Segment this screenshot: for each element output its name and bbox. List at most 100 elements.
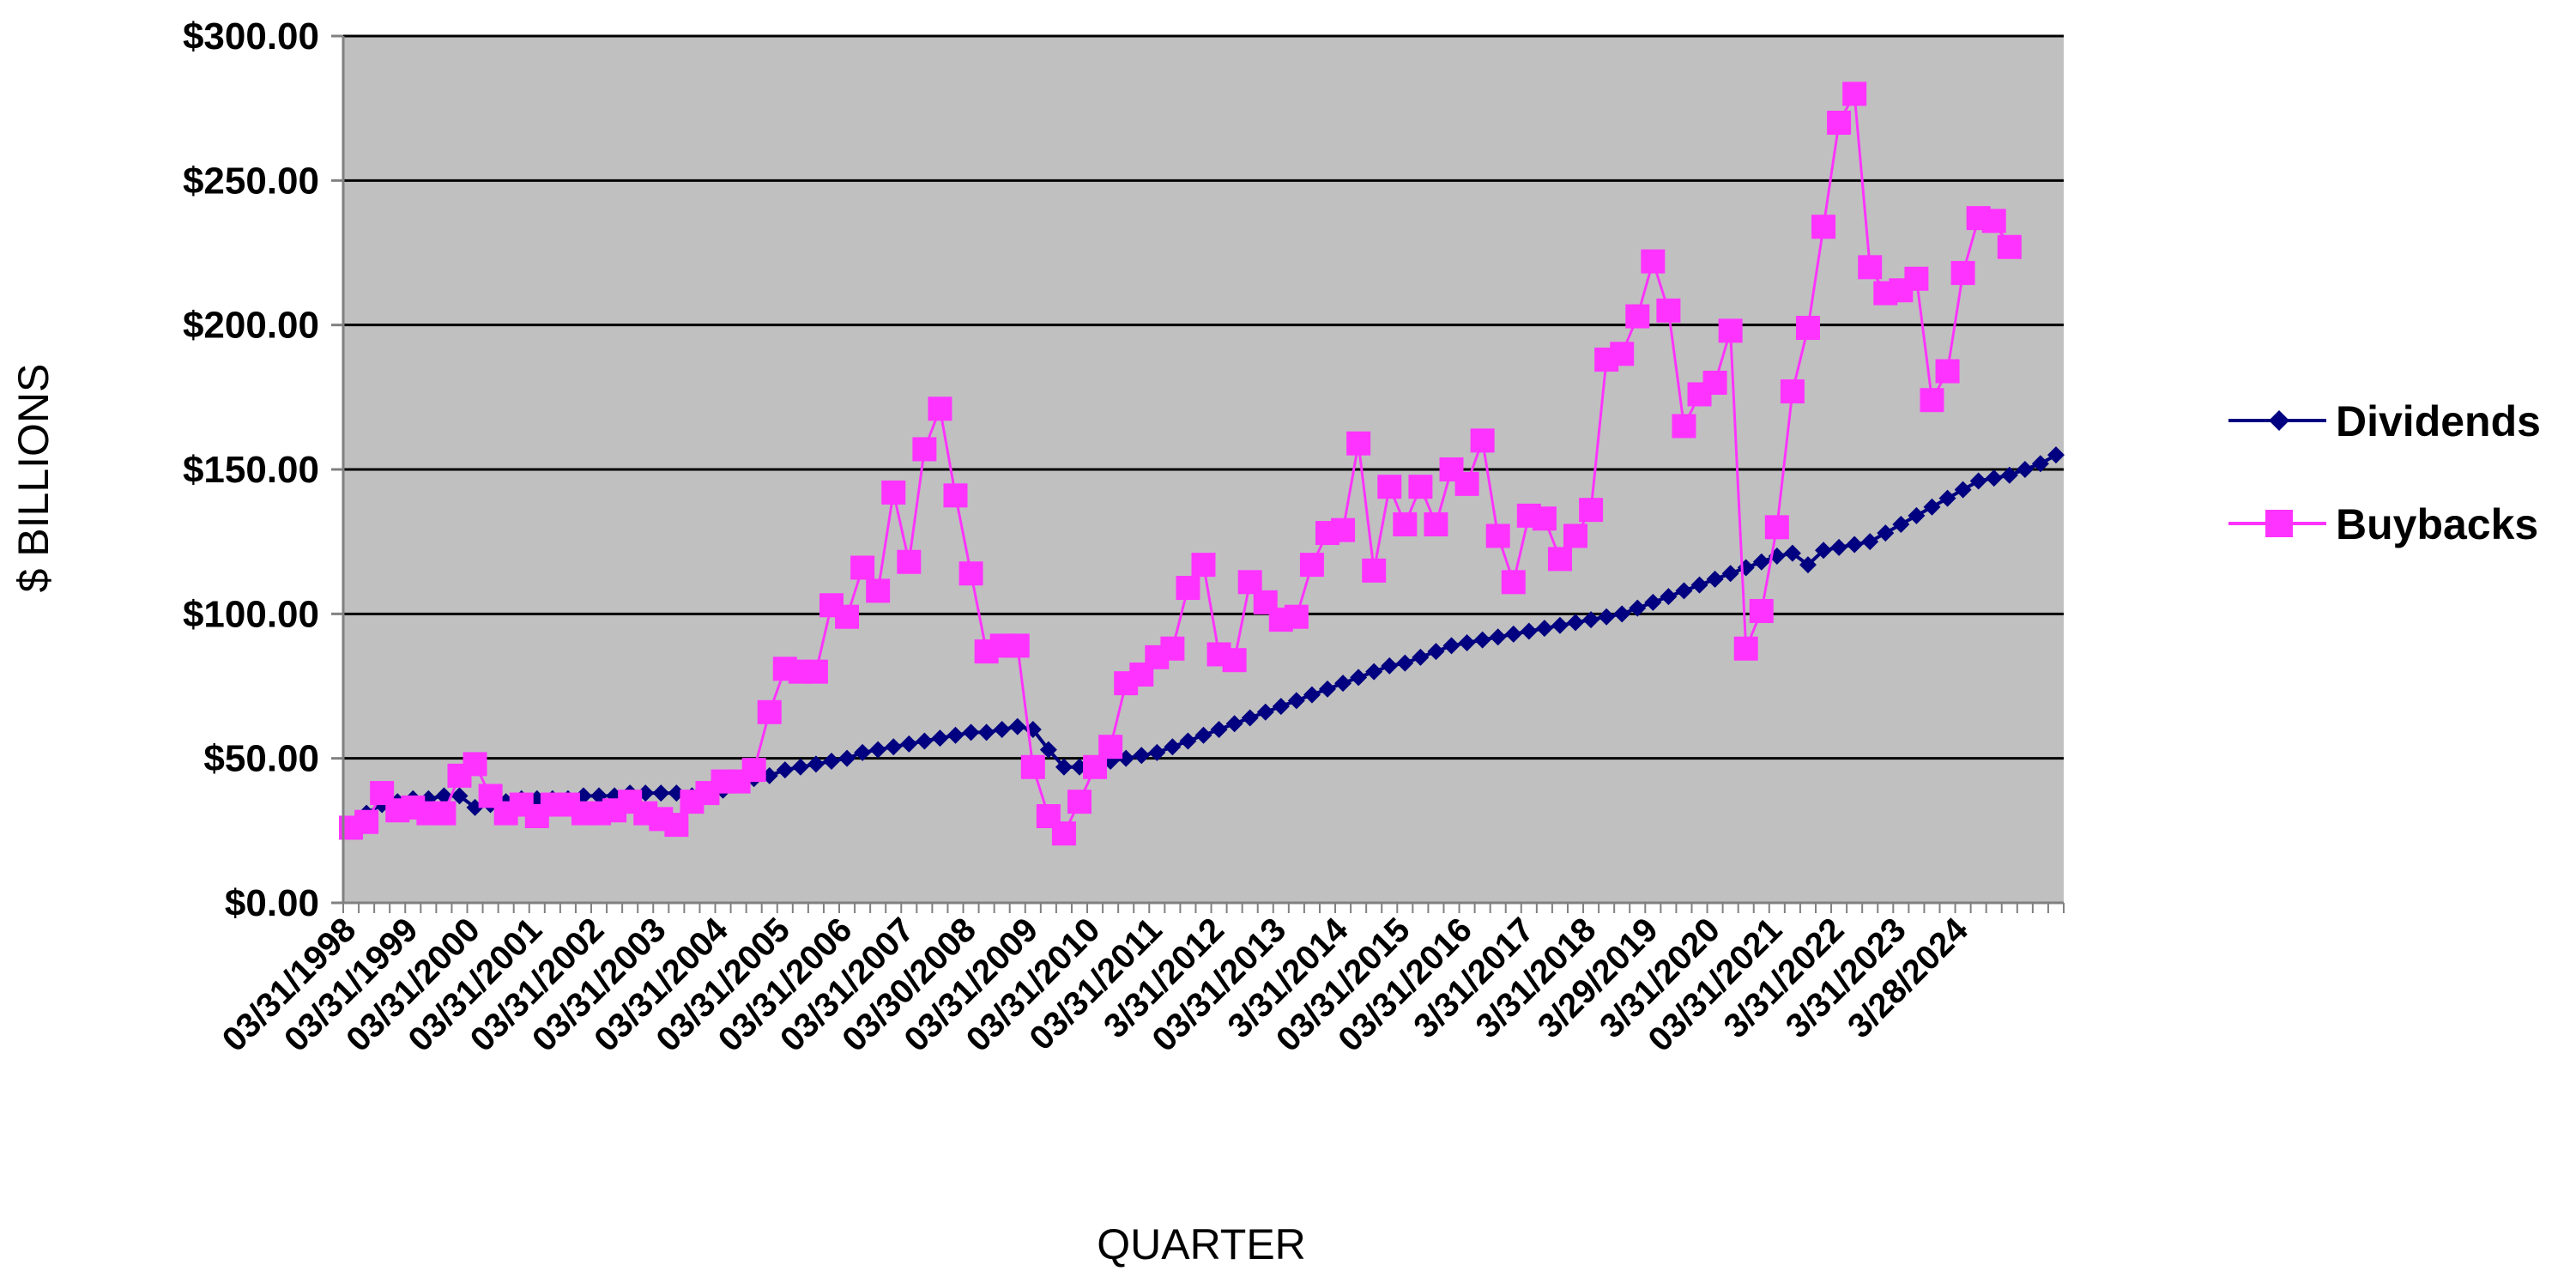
y-tick-label: $300.00 — [183, 15, 319, 57]
legend-dividends-marker — [2269, 410, 2289, 431]
dividends-point — [807, 755, 825, 773]
buybacks-point — [1656, 298, 1681, 323]
buybacks-point — [928, 396, 952, 421]
dividends-point — [931, 729, 949, 747]
buybacks-point — [1284, 604, 1309, 629]
buybacks-point — [1625, 304, 1650, 329]
buybacks-point — [1904, 266, 1929, 291]
dividends-point — [916, 732, 934, 750]
dividends-point — [1520, 622, 1538, 640]
buybacks-point — [354, 809, 379, 834]
dividends-point — [1690, 576, 1708, 594]
dividends-point — [1039, 741, 1057, 759]
dividends-point — [1613, 605, 1631, 623]
dividends-point — [450, 787, 469, 805]
buybacks-point — [463, 752, 487, 777]
buybacks-point — [1299, 553, 1324, 578]
buybacks-point — [1981, 209, 2006, 233]
dividends-point — [1256, 703, 1274, 721]
dividends-point — [1319, 680, 1337, 698]
dividends-point — [652, 784, 670, 802]
dividends-point — [1877, 524, 1895, 542]
dividends-point — [1194, 726, 1212, 744]
buybacks-point — [943, 483, 968, 508]
buybacks-point — [664, 813, 689, 838]
dividends-point — [1458, 634, 1476, 651]
buybacks-point — [1191, 553, 1216, 578]
dividends-point — [1241, 709, 1259, 727]
buybacks-point — [850, 555, 875, 580]
buybacks-point — [803, 659, 828, 684]
dividends-point — [1427, 643, 1445, 661]
dividends-point — [854, 743, 872, 761]
legend-dividends-label: Dividends — [2336, 397, 2541, 445]
x-axis-ticks: 03/31/199803/31/199903/31/200003/31/2001… — [215, 903, 2065, 1059]
legend-buybacks-marker — [2265, 510, 2293, 537]
dividends-point — [1861, 533, 1879, 551]
buybacks-point — [1920, 388, 1944, 413]
buybacks-point — [866, 578, 891, 603]
dividends-point — [2000, 466, 2018, 484]
buybacks-point — [1470, 428, 1495, 453]
dividends-point — [1535, 620, 1553, 638]
buybacks-point — [1547, 547, 1572, 572]
buybacks-point — [1795, 316, 1820, 341]
buybacks-point — [958, 561, 983, 586]
buybacks-point — [432, 801, 457, 826]
buybacks-point — [1160, 636, 1185, 661]
buybacks-point — [1764, 515, 1789, 540]
buybacks-point — [1005, 633, 1030, 658]
buybacks-point — [897, 549, 922, 574]
y-tick-label: $0.00 — [225, 882, 319, 924]
dividends-point — [1923, 498, 1941, 516]
dividends-point — [1164, 738, 1182, 756]
dividends-point — [2031, 455, 2049, 473]
buybacks-point — [1176, 576, 1200, 601]
dividends-point — [1954, 481, 1972, 499]
buybacks-point — [741, 758, 766, 783]
buybacks-point — [1454, 471, 1479, 496]
buybacks-point — [1051, 821, 1076, 846]
buybacks-point — [1610, 342, 1635, 366]
dividends-point — [946, 726, 964, 744]
buybacks-point — [1950, 261, 1975, 286]
dividends-point — [1148, 743, 1166, 761]
buybacks-point — [1485, 524, 1510, 548]
dividends-point — [1846, 536, 1864, 554]
dividends-point — [993, 721, 1011, 738]
buybacks-point — [1346, 431, 1371, 456]
dividends-point — [1334, 675, 1352, 693]
buybacks-point — [1997, 234, 2022, 259]
buybacks-point — [1811, 215, 1836, 239]
dividends-point — [1225, 715, 1243, 733]
dividends-point — [1908, 506, 1926, 524]
dividends-point — [977, 723, 995, 741]
buybacks-point — [1424, 511, 1448, 536]
buybacks-point — [1672, 414, 1696, 439]
legend-buybacks-label: Buybacks — [2336, 500, 2538, 548]
buybacks-point — [1501, 570, 1526, 595]
dividends-point — [838, 749, 856, 767]
buybacks-point — [1749, 598, 1774, 623]
buybacks-point — [1393, 511, 1418, 536]
y-tick-label: $50.00 — [203, 738, 319, 780]
dividends-point — [1210, 721, 1228, 738]
buybacks-point — [1222, 648, 1247, 673]
dividends-point — [1381, 657, 1399, 675]
dividends-point — [1412, 648, 1430, 666]
dividends-point — [1489, 628, 1507, 646]
gridlines — [343, 34, 2064, 760]
dividends-point — [791, 758, 809, 776]
buybacks-series — [339, 82, 2022, 846]
buybacks-point — [1858, 255, 1883, 280]
buybacks-point — [757, 699, 782, 724]
dividends-point — [1396, 654, 1414, 672]
dividends-point — [1598, 608, 1616, 626]
dividends-point — [1303, 686, 1321, 704]
dividends-point — [776, 761, 794, 779]
dividends-point — [1504, 625, 1522, 643]
dividends-point — [1721, 565, 1739, 583]
legend: Dividends Buybacks — [2228, 397, 2541, 548]
buybacks-point — [881, 480, 906, 505]
